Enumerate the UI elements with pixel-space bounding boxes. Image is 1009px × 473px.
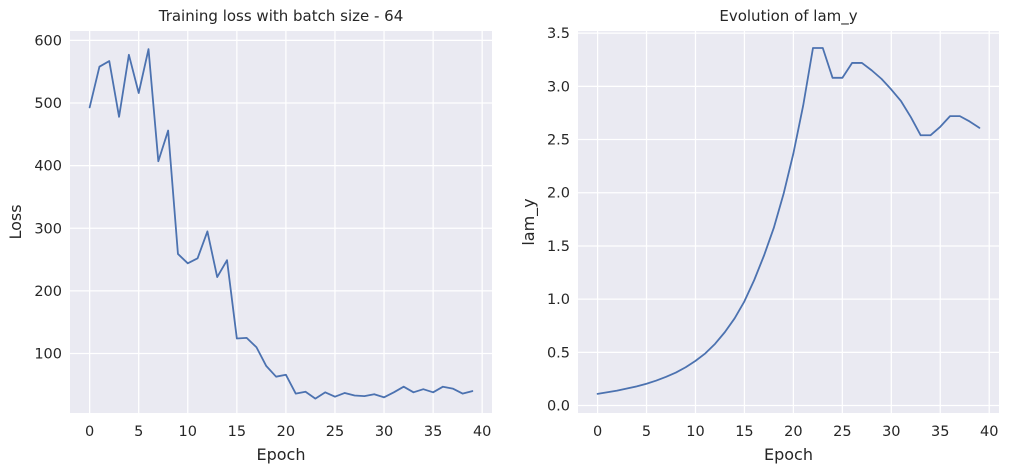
lam-y-y-tick-label: 2.0 xyxy=(547,186,570,202)
loss-y-tick-label: 600 xyxy=(34,33,62,49)
lam-y-x-tick-label: 15 xyxy=(735,424,753,440)
loss-y-tick-label: 500 xyxy=(34,96,62,112)
lam-y-y-tick-label: 0.0 xyxy=(547,399,570,415)
loss-y-tick-label: 100 xyxy=(34,347,62,363)
lam-y-series-line xyxy=(596,47,981,395)
lam-y-x-tick-label: 10 xyxy=(686,424,704,440)
lam-y-y-tick-label: 0.5 xyxy=(547,345,570,361)
loss-y-tick-label: 300 xyxy=(34,221,62,237)
loss-series-line xyxy=(88,48,474,400)
lam-y-y-tick-label: 3.5 xyxy=(547,26,570,42)
lam-y-x-tick-label: 25 xyxy=(833,424,851,440)
loss-x-axis-label: Epoch xyxy=(257,445,306,464)
loss-chart: 0 5 10 15 20 25 30 35 40 100 200 300 400 500 600 Trai… xyxy=(6,7,492,464)
lam-y-plot-area xyxy=(578,31,999,413)
lam-y-x-tick-label: 40 xyxy=(980,424,998,440)
loss-x-tick-label: 40 xyxy=(473,424,491,440)
loss-y-axis-label: Loss xyxy=(6,204,25,239)
loss-x-tick-label: 15 xyxy=(228,424,246,440)
lam-y-x-tick-label: 0 xyxy=(593,424,602,440)
loss-plot-area xyxy=(70,31,492,413)
lam-y-x-tick-label: 35 xyxy=(931,424,949,440)
loss-y-tick-labels: 100 200 300 400 500 600 xyxy=(34,33,62,362)
lam-y-x-axis-label: Epoch xyxy=(764,445,813,464)
lam-y-x-tick-label: 5 xyxy=(642,424,651,440)
lam-y-y-tick-label: 2.5 xyxy=(547,133,570,149)
lam-y-y-axis-label: lam_y xyxy=(519,198,539,245)
lam-y-y-tick-label: 1.0 xyxy=(547,292,570,308)
loss-grid xyxy=(70,31,492,413)
lam-y-grid xyxy=(578,31,999,413)
loss-y-tick-label: 200 xyxy=(34,284,62,300)
loss-x-tick-labels: 0 5 10 15 20 25 30 35 40 xyxy=(85,424,491,440)
lam-y-chart-title: Evolution of lam_y xyxy=(719,7,857,26)
loss-x-tick-label: 5 xyxy=(134,424,143,440)
lam-y-chart: 0 5 10 15 20 25 30 35 40 0.0 0.5 1.0 1.5 2.0 2.5 3.0 3.… xyxy=(519,7,999,464)
lam-y-x-tick-label: 20 xyxy=(784,424,802,440)
loss-x-tick-label: 25 xyxy=(326,424,344,440)
lam-y-x-tick-labels: 0 5 10 15 20 25 30 35 40 xyxy=(593,424,998,440)
loss-x-tick-label: 10 xyxy=(179,424,197,440)
lam-y-x-tick-label: 30 xyxy=(882,424,900,440)
loss-y-tick-label: 400 xyxy=(34,159,62,175)
lam-y-y-tick-labels: 0.0 0.5 1.0 1.5 2.0 2.5 3.0 3.5 xyxy=(547,26,570,414)
loss-x-tick-label: 20 xyxy=(277,424,295,440)
lam-y-y-tick-label: 3.0 xyxy=(547,79,570,95)
loss-x-tick-label: 35 xyxy=(424,424,442,440)
loss-chart-title: Training loss with batch size - 64 xyxy=(158,7,404,25)
loss-x-tick-label: 30 xyxy=(375,424,393,440)
loss-x-tick-label: 0 xyxy=(85,424,94,440)
lam-y-y-tick-label: 1.5 xyxy=(547,239,570,255)
